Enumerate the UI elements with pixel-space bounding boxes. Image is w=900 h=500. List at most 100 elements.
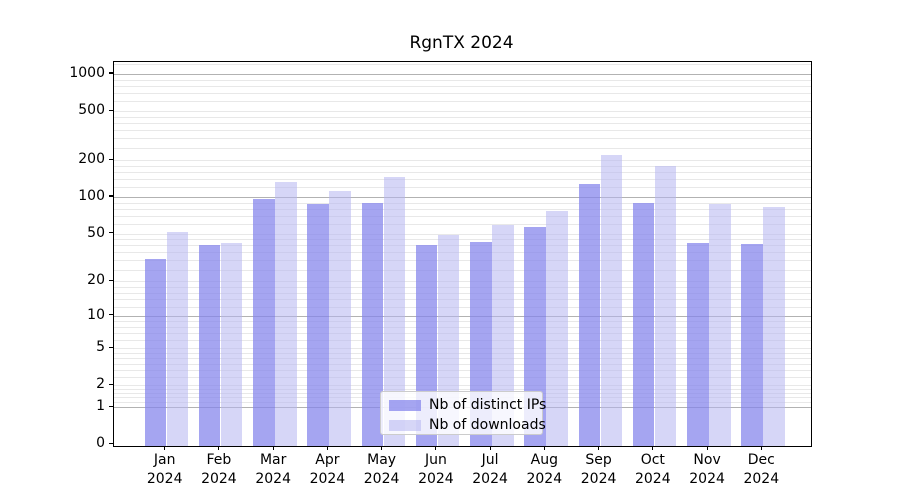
minor-gridline: [114, 299, 811, 301]
plot-area: [113, 61, 812, 447]
legend-swatch-distinct-ips-icon: [389, 400, 421, 411]
minor-gridline: [114, 332, 811, 334]
minor-gridline: [114, 377, 811, 379]
minor-gridline: [114, 370, 811, 371]
bar-sep-distinct-ips: [578, 183, 601, 446]
major-gridline: [114, 315, 811, 317]
minor-gridline: [114, 93, 811, 95]
minor-gridline: [114, 148, 811, 150]
bar-mar-downloads: [275, 182, 297, 446]
minor-gridline: [114, 281, 811, 283]
bar-jan-downloads: [166, 231, 189, 446]
bar-sep-downloads: [600, 155, 623, 446]
y-tick-label: 100: [78, 188, 105, 204]
minor-gridline: [114, 260, 811, 262]
minor-gridline: [114, 352, 811, 354]
y-tick-label: 20: [87, 272, 105, 289]
y-tick-label: 1: [96, 398, 105, 415]
minor-gridline: [114, 292, 811, 294]
minor-gridline: [114, 208, 811, 210]
minor-gridline: [114, 385, 811, 387]
y-tick-mark: [109, 405, 113, 407]
x-tick-mark: [652, 446, 654, 450]
minor-gridline: [114, 202, 811, 204]
legend-item-downloads: Nb of downloads: [389, 417, 546, 434]
y-tick-label: 1000: [69, 65, 105, 81]
bar-nov-distinct-ips: [687, 242, 709, 446]
y-tick-mark: [109, 195, 113, 197]
y-tick-mark: [109, 232, 113, 234]
minor-gridline: [114, 239, 811, 241]
y-tick-mark: [109, 158, 113, 160]
x-tick-mark: [164, 446, 166, 450]
x-tick-mark: [760, 446, 762, 450]
minor-gridline: [114, 286, 811, 288]
x-tick-mark: [435, 446, 437, 450]
minor-gridline: [114, 138, 811, 140]
minor-gridline: [114, 123, 811, 125]
legend-swatch-downloads-icon: [389, 420, 421, 431]
chart-title: RgnTX 2024: [409, 33, 514, 53]
minor-gridline: [114, 101, 811, 103]
minor-gridline: [114, 86, 811, 87]
minor-gridline: [114, 348, 811, 350]
x-tick-mark: [381, 446, 383, 450]
bar-apr-downloads: [329, 191, 351, 446]
minor-gridline: [114, 363, 811, 365]
y-tick-mark: [109, 109, 113, 111]
minor-gridline: [114, 215, 811, 217]
minor-gridline: [114, 165, 811, 167]
x-tick-mark: [598, 446, 600, 450]
minor-gridline: [114, 160, 811, 162]
y-tick-mark: [109, 279, 113, 281]
legend: Nb of distinct IPs Nb of downloads: [380, 391, 546, 435]
x-tick-label-mar: Mar 2024: [255, 452, 291, 487]
x-tick-label-jul: Jul 2024: [472, 452, 508, 487]
minor-gridline: [114, 79, 811, 81]
y-tick-label: 2: [96, 376, 105, 393]
x-tick-label-oct: Oct 2024: [634, 452, 671, 487]
y-tick-label: 5: [96, 339, 105, 356]
x-tick-mark: [326, 446, 328, 450]
bar-feb-distinct-ips: [198, 245, 221, 446]
x-tick-label-jan: Jan 2024: [146, 452, 183, 487]
minor-gridline: [114, 340, 811, 341]
bar-jul-downloads: [492, 224, 514, 446]
bar-apr-distinct-ips: [307, 203, 329, 446]
y-tick-mark: [109, 346, 113, 348]
y-tick-mark: [109, 314, 113, 316]
bar-feb-downloads: [220, 242, 243, 446]
bar-jan-distinct-ips: [144, 258, 167, 446]
x-tick-label-sep: Sep 2024: [580, 452, 617, 487]
legend-label-distinct-ips: Nb of distinct IPs: [429, 397, 547, 413]
minor-gridline: [114, 233, 811, 235]
x-tick-label-nov: Nov 2024: [689, 452, 725, 487]
x-tick-mark: [489, 446, 491, 450]
major-gridline: [114, 197, 811, 198]
minor-gridline: [114, 187, 811, 189]
legend-item-distinct-ips: Nb of distinct IPs: [389, 397, 546, 414]
y-tick-label: 0: [96, 435, 105, 452]
minor-gridline: [114, 111, 811, 113]
y-tick-label: 50: [87, 224, 105, 241]
minor-gridline: [114, 245, 811, 247]
bar-dec-downloads: [763, 206, 785, 446]
bar-oct-downloads: [654, 166, 677, 446]
y-tick-mark: [109, 72, 113, 74]
legend-label-downloads: Nb of downloads: [429, 417, 546, 433]
y-tick-label: 500: [78, 102, 105, 119]
bar-nov-downloads: [709, 204, 731, 446]
x-tick-label-jun: Jun 2024: [418, 452, 454, 487]
x-tick-label-dec: Dec 2024: [743, 452, 780, 487]
bar-mar-distinct-ips: [253, 198, 275, 446]
bar-dec-distinct-ips: [741, 244, 763, 446]
y-tick-label: 10: [87, 306, 105, 323]
minor-gridline: [114, 358, 811, 359]
y-tick-label: 200: [78, 151, 105, 168]
x-tick-label-feb: Feb 2024: [201, 452, 237, 487]
minor-gridline: [114, 320, 811, 322]
minor-gridline: [114, 64, 811, 66]
y-tick-mark: [109, 383, 113, 385]
bar-may-downloads: [383, 176, 406, 446]
